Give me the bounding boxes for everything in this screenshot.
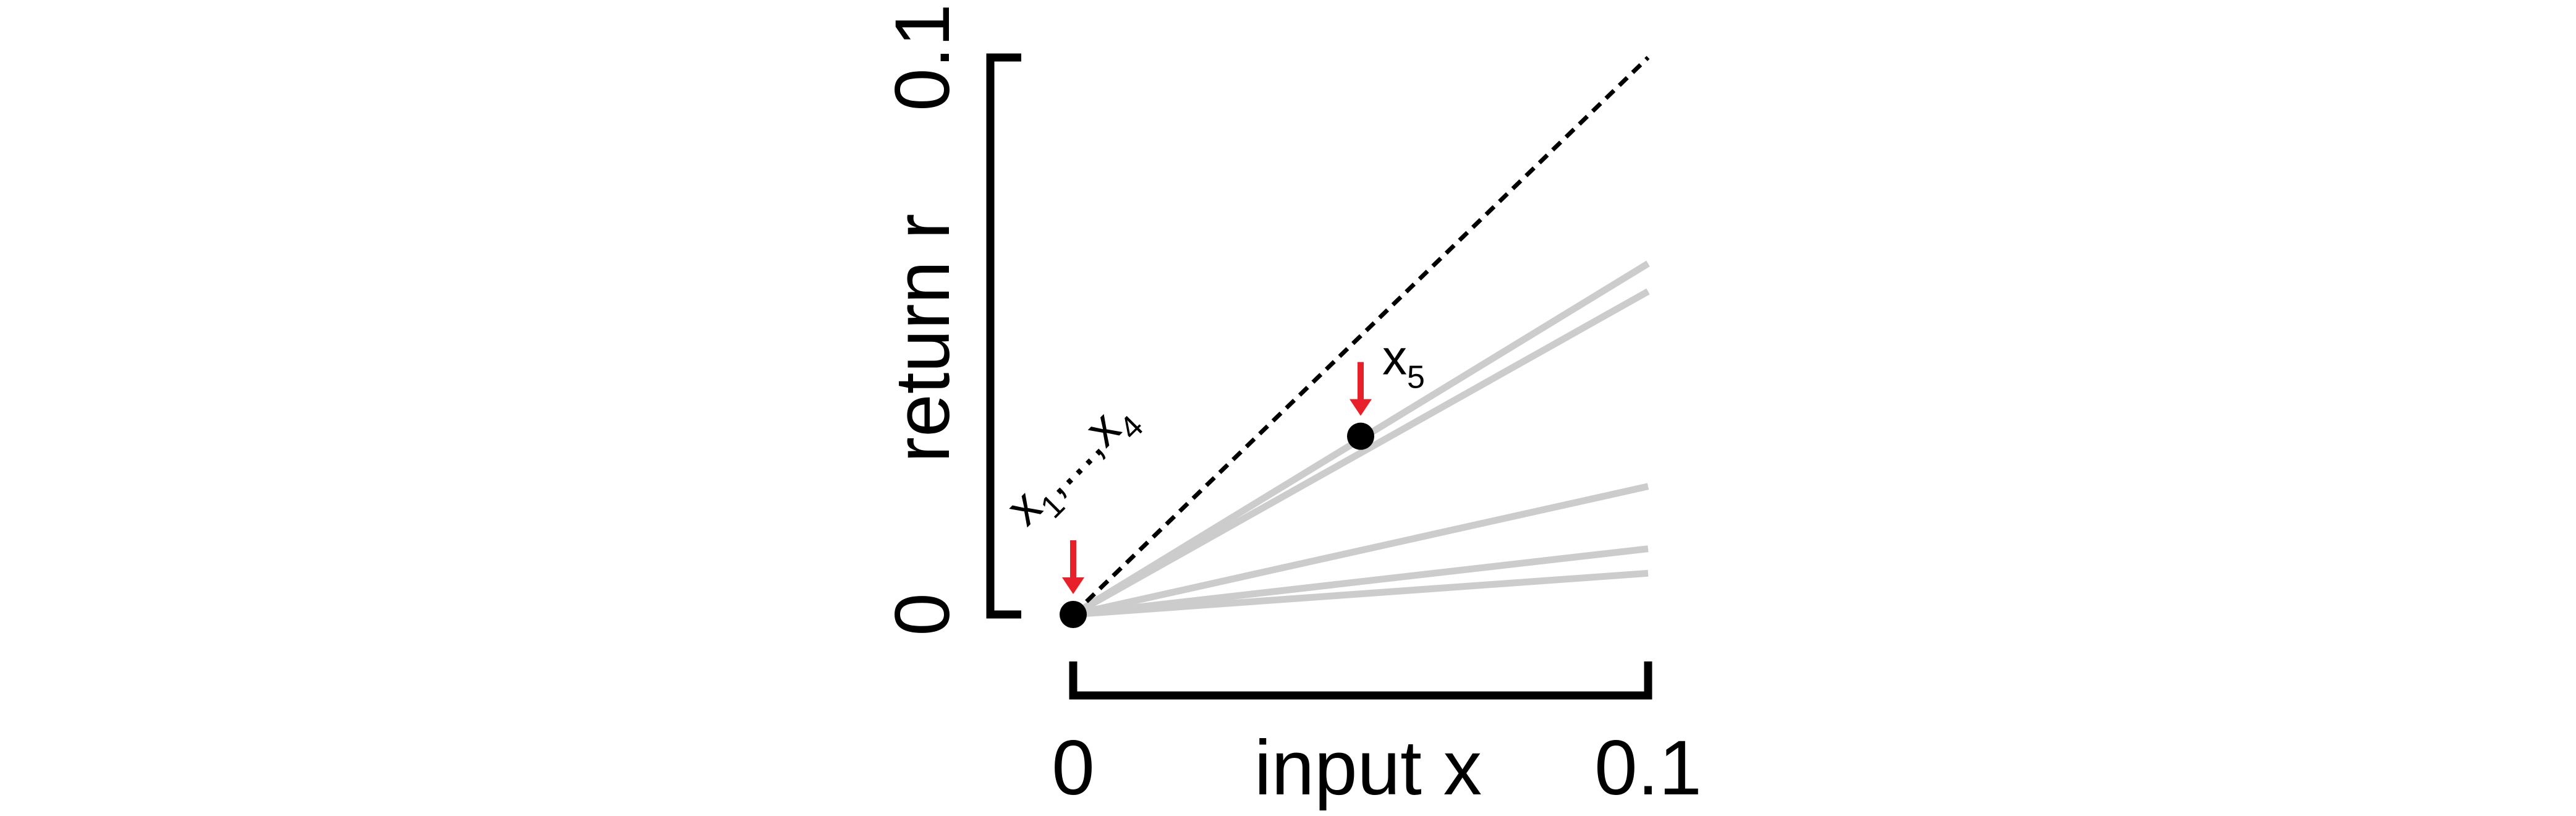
subscript: 5 bbox=[1407, 360, 1425, 396]
y-axis-label: return r bbox=[880, 214, 966, 463]
point bbox=[1060, 601, 1087, 628]
y-tick-label: 0.1 bbox=[880, 4, 966, 111]
x-tick-label: 0.1 bbox=[1594, 725, 1702, 811]
line bbox=[1073, 569, 1649, 618]
point bbox=[1347, 422, 1374, 450]
dashed-line bbox=[1071, 56, 1650, 616]
point-label: x1,...,x4 bbox=[995, 388, 1150, 543]
arrow-head bbox=[1062, 577, 1084, 594]
point-label: x5 bbox=[1382, 330, 1425, 396]
label-part: x bbox=[1382, 330, 1407, 385]
line bbox=[1071, 288, 1650, 618]
x-axis-label: input x bbox=[1254, 725, 1482, 811]
line bbox=[1073, 545, 1649, 618]
line bbox=[1072, 483, 1649, 618]
y-tick-label: 0 bbox=[880, 593, 966, 636]
arrow-head bbox=[1350, 399, 1372, 416]
x-tick-label: 0 bbox=[1052, 725, 1095, 811]
